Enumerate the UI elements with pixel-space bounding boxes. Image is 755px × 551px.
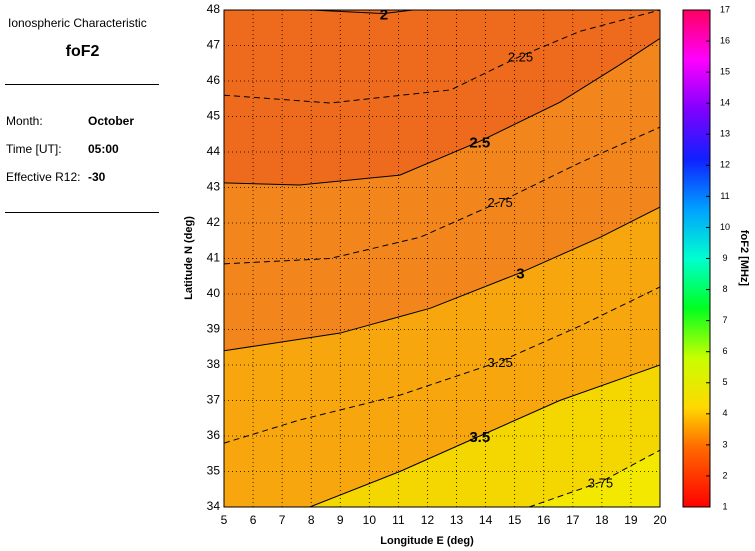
- colorbar: [682, 9, 711, 508]
- colorbar-tick-label: 8: [722, 284, 727, 294]
- y-tick-label: 34: [207, 499, 221, 513]
- y-tick-label: 41: [207, 251, 221, 265]
- x-tick-label: 20: [653, 513, 667, 527]
- contour-line: [309, 364, 660, 507]
- row-value: -30: [88, 170, 106, 184]
- y-tick-label: 45: [207, 109, 221, 123]
- x-tick-label: 16: [537, 513, 551, 527]
- colorbar-tick-label: 13: [720, 129, 730, 139]
- x-tick-label: 15: [508, 513, 522, 527]
- contour-line: [224, 126, 660, 265]
- colorbar-tick-label: 1: [722, 501, 727, 511]
- row-value: October: [88, 114, 135, 128]
- colorbar-tick-label: 3: [722, 439, 727, 449]
- colorbar-tick-label: 10: [720, 222, 730, 232]
- contour-line: [224, 286, 660, 444]
- x-tick-label: 11: [392, 513, 405, 527]
- contour-label: 3.5: [469, 429, 490, 446]
- colorbar-tick-label: 6: [722, 346, 727, 356]
- panel-heading: Ionospheric Characteristic: [8, 16, 147, 30]
- y-tick-label: 46: [207, 73, 221, 87]
- contour-label: 2.75: [487, 195, 512, 210]
- colorbar-tick-label: 2: [722, 470, 727, 480]
- y-tick-label: 38: [207, 357, 221, 371]
- x-tick-label: 6: [250, 513, 257, 527]
- x-tick-label: 14: [479, 513, 493, 527]
- contour-label: 3.25: [487, 355, 512, 370]
- colorbar-tick-label: 17: [720, 4, 730, 14]
- colorbar-tick-label: 5: [722, 377, 727, 387]
- x-tick-label: 17: [566, 513, 580, 527]
- row-label: Month:: [6, 114, 43, 128]
- colorbar-tick-label: 11: [720, 191, 729, 201]
- band-fill: [224, 365, 660, 507]
- divider: [5, 212, 159, 213]
- contour-label: 3: [516, 266, 524, 283]
- contour-line: [224, 206, 660, 352]
- x-tick-label: 9: [337, 513, 344, 527]
- row-value: 05:00: [88, 142, 119, 156]
- x-axis-label: Longitude E (deg): [380, 535, 474, 547]
- contour-line: [529, 449, 660, 507]
- colorbar-tick-label: 14: [720, 98, 730, 108]
- info-panel: Ionospheric Characteristic foF2 Month: O…: [0, 0, 170, 551]
- x-tick-label: 5: [221, 513, 228, 527]
- x-tick-label: 12: [421, 513, 435, 527]
- contour-label: 2: [380, 7, 388, 24]
- y-tick-label: 43: [207, 180, 221, 194]
- colorbar-tick-label: 9: [722, 253, 727, 263]
- contour-line: [224, 10, 660, 104]
- x-tick-label: 10: [363, 513, 377, 527]
- y-axis-label: Latitude N (deg): [183, 216, 195, 300]
- y-tick-label: 48: [207, 2, 221, 16]
- contour-label: 2.5: [469, 134, 490, 151]
- row-label: Time [UT]:: [6, 142, 62, 156]
- contour-label: 2.25: [508, 50, 533, 65]
- y-tick-label: 39: [207, 322, 221, 336]
- y-tick-label: 36: [207, 428, 221, 442]
- x-tick-label: 18: [595, 513, 609, 527]
- x-tick-label: 8: [308, 513, 315, 527]
- colorbar-tick-label: 7: [722, 315, 727, 325]
- divider: [5, 84, 159, 85]
- contour-label: 3.75: [588, 476, 613, 491]
- y-tick-label: 35: [207, 464, 221, 478]
- y-tick-label: 44: [207, 144, 221, 158]
- y-tick-label: 40: [207, 286, 221, 300]
- plot-frame: [223, 9, 661, 508]
- row-label: Effective R12:: [6, 170, 81, 184]
- y-tick-label: 42: [207, 215, 221, 229]
- colorbar-tick-label: 15: [720, 67, 730, 77]
- band-fill: [224, 450, 660, 507]
- contour-line: [224, 37, 660, 186]
- x-tick-label: 19: [624, 513, 638, 527]
- colorbar-tick-label: 12: [720, 160, 730, 170]
- colorbar-tick-label: 16: [720, 35, 730, 45]
- contour-line: [311, 10, 413, 15]
- plot-area: 2 2.25 2.5 2.75 3 3.25 3.5 3.75: [224, 7, 660, 507]
- x-tick-label: 13: [450, 513, 464, 527]
- x-tick-label: 7: [279, 513, 286, 527]
- colorbar-label: foF2 [MHz]: [738, 230, 750, 287]
- colorbar-tick-label: 4: [722, 408, 727, 418]
- y-tick-label: 47: [207, 38, 221, 52]
- parameter-name: foF2: [65, 43, 100, 60]
- y-tick-label: 37: [207, 393, 221, 407]
